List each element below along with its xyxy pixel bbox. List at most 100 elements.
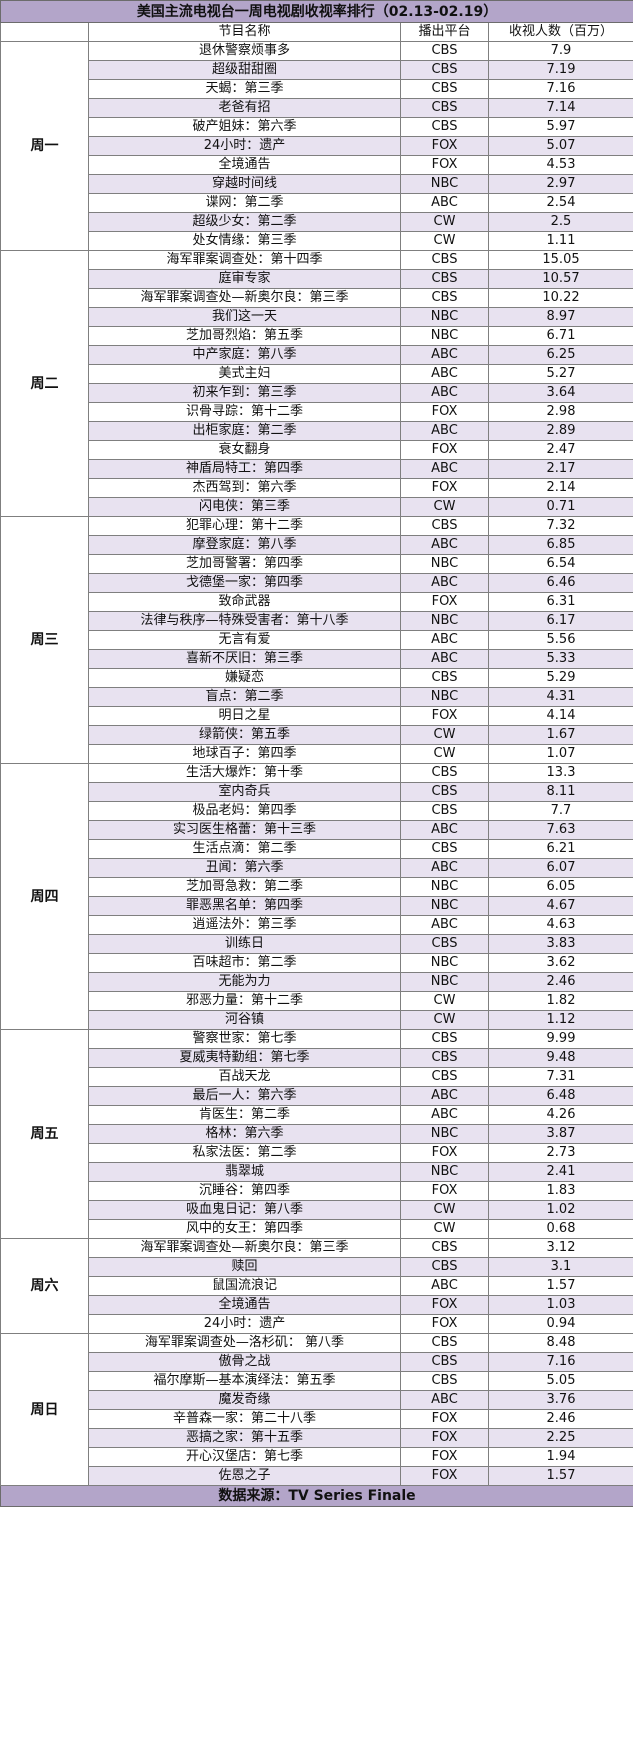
viewers: 1.83 (487, 1181, 633, 1201)
network: CBS (400, 1371, 489, 1391)
viewers: 6.17 (487, 611, 633, 631)
network: FOX (400, 155, 489, 175)
network: ABC (400, 459, 489, 479)
table-row: 明日之星 FOX 4.14 (1, 706, 633, 726)
show-name: 海军罪案调查处—新奥尔良：第三季 (88, 1238, 401, 1258)
viewers: 5.97 (487, 117, 633, 137)
table-row: 恶搞之家：第十五季 FOX 2.25 (1, 1428, 633, 1448)
viewers: 1.07 (487, 744, 633, 764)
show-name: 傲骨之战 (88, 1352, 401, 1372)
day-label: 周四 (0, 763, 89, 1030)
show-name: 初来乍到：第三季 (88, 383, 401, 403)
network: NBC (400, 174, 489, 194)
table-row: 破产姐妹：第六季 CBS 5.97 (1, 117, 633, 137)
network: CBS (400, 839, 489, 859)
show-name: 吸血鬼日记：第八季 (88, 1200, 401, 1220)
show-name: 海军罪案调查处—洛杉矶： 第八季 (88, 1333, 401, 1353)
show-name: 罪恶黑名单：第四季 (88, 896, 401, 916)
table-row: 美式主妇 ABC 5.27 (1, 364, 633, 384)
table-row: 周二 海军罪案调查处：第十四季 CBS 15.05 (0, 250, 633, 517)
network: CBS (400, 763, 489, 783)
table-row: 训练日 CBS 3.83 (1, 934, 633, 954)
show-name: 生活大爆炸：第十季 (88, 763, 401, 783)
viewers: 1.82 (487, 991, 633, 1011)
viewers: 15.05 (487, 250, 633, 270)
network: CBS (400, 288, 489, 308)
viewers: 5.33 (487, 649, 633, 669)
network: CBS (400, 79, 489, 99)
network: CBS (400, 1029, 489, 1049)
ratings-table-body: 美国主流电视台一周电视剧收视率排行（02.13-02.19） 节目名称 播出平台… (0, 0, 633, 1486)
viewers: 9.48 (487, 1048, 633, 1068)
table-row: 戈德堡一家：第四季 ABC 6.46 (1, 573, 633, 593)
show-name: 训练日 (88, 934, 401, 954)
network: FOX (400, 706, 489, 726)
table-row: 生活点滴：第二季 CBS 6.21 (1, 839, 633, 859)
show-name: 辛普森一家：第二十八季 (88, 1409, 401, 1429)
network: CBS (400, 41, 489, 61)
table-row: 风中的女王：第四季 CW 0.68 (1, 1219, 633, 1239)
viewers: 13.3 (487, 763, 633, 783)
table-row: 我们这一天 NBC 8.97 (1, 307, 633, 327)
table-row: 喜新不厌旧：第三季 ABC 5.33 (1, 649, 633, 669)
table-row: 周六 海军罪案调查处—新奥尔良：第三季 CBS 3.12 (0, 1238, 633, 1334)
table-row: 芝加哥烈焰：第五季 NBC 6.71 (1, 326, 633, 346)
day-label: 周五 (0, 1029, 89, 1239)
network: NBC (400, 307, 489, 327)
viewers: 2.46 (487, 1409, 633, 1429)
network: CW (400, 725, 489, 745)
show-name: 老爸有招 (88, 98, 401, 118)
viewers: 3.64 (487, 383, 633, 403)
network: CBS (400, 1067, 489, 1087)
show-name: 超级甜甜圈 (88, 60, 401, 80)
viewers: 7.31 (487, 1067, 633, 1087)
source-row: 数据来源：TV Series Finale (0, 1485, 633, 1507)
network: CBS (400, 269, 489, 289)
table-row: 周三 犯罪心理：第十二季 CBS 7.32 (0, 516, 633, 764)
network: NBC (400, 1162, 489, 1182)
network: CBS (400, 1257, 489, 1277)
network: CBS (400, 98, 489, 118)
network: CBS (400, 1048, 489, 1068)
header-network: 播出平台 (400, 22, 489, 42)
table-row: 出柜家庭：第二季 ABC 2.89 (1, 421, 633, 441)
viewers: 2.54 (487, 193, 633, 213)
viewers: 2.89 (487, 421, 633, 441)
viewers: 10.57 (487, 269, 633, 289)
show-name: 实习医生格蕾：第十三季 (88, 820, 401, 840)
table-row: 最后一人：第六季 ABC 6.48 (1, 1086, 633, 1106)
viewers: 6.21 (487, 839, 633, 859)
network: FOX (400, 478, 489, 498)
header-day-cell (0, 22, 89, 42)
table-row: 中产家庭：第八季 ABC 6.25 (1, 345, 633, 365)
table-row: 神盾局特工：第四季 ABC 2.17 (1, 459, 633, 479)
table-row: 吸血鬼日记：第八季 CW 1.02 (1, 1200, 633, 1220)
table-row: 周一 退休警察烦事多 CBS 7.9 (0, 41, 633, 251)
table-row: 致命武器 FOX 6.31 (1, 592, 633, 612)
viewers: 4.31 (487, 687, 633, 707)
table-row: 超级少女：第二季 CW 2.5 (1, 212, 633, 232)
table-row: 翡翠城 NBC 2.41 (1, 1162, 633, 1182)
show-name: 肯医生：第二季 (88, 1105, 401, 1125)
viewers: 1.57 (487, 1466, 633, 1486)
viewers: 6.54 (487, 554, 633, 574)
show-name: 嫌疑恋 (88, 668, 401, 688)
network: CBS (400, 516, 489, 536)
show-name: 全境通告 (88, 1295, 401, 1315)
show-name: 绿箭侠：第五季 (88, 725, 401, 745)
viewers: 1.12 (487, 1010, 633, 1030)
show-name: 室内奇兵 (88, 782, 401, 802)
day-label: 周三 (0, 516, 89, 764)
network: ABC (400, 630, 489, 650)
network: CW (400, 744, 489, 764)
table-row: 极品老妈：第四季 CBS 7.7 (1, 801, 633, 821)
network: FOX (400, 402, 489, 422)
network: ABC (400, 820, 489, 840)
show-name: 喜新不厌旧：第三季 (88, 649, 401, 669)
table-row: 老爸有招 CBS 7.14 (1, 98, 633, 118)
show-name: 赎回 (88, 1257, 401, 1277)
viewers: 7.16 (487, 79, 633, 99)
viewers: 6.46 (487, 573, 633, 593)
network: ABC (400, 915, 489, 935)
viewers: 1.03 (487, 1295, 633, 1315)
